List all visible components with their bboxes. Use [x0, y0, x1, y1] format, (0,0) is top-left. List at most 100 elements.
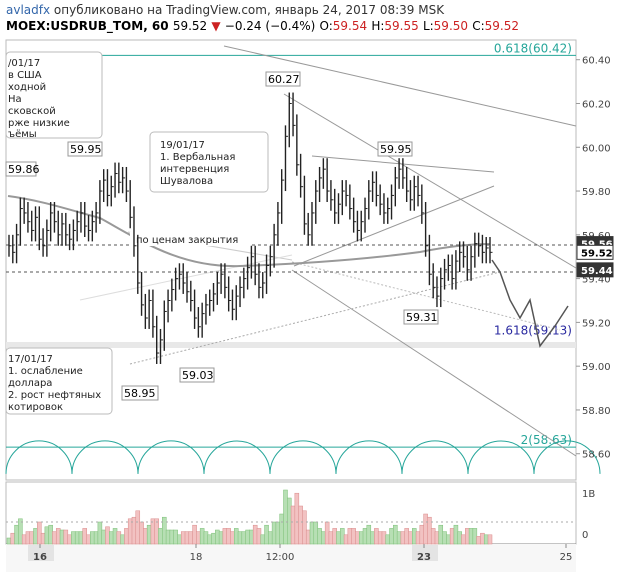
x-tick-label-3: 23 — [417, 552, 431, 563]
volume-bar-38 — [150, 518, 156, 545]
time-axis[interactable]: 16 18 12:00 23 25 — [33, 544, 572, 563]
last-price: 59.52 — [172, 19, 208, 33]
main-pane-frame — [5, 39, 577, 481]
volume-bar-52 — [203, 531, 209, 545]
volume-bar-115 — [442, 531, 447, 545]
volume-bar-26 — [105, 526, 110, 545]
volume-bar-78 — [302, 510, 307, 545]
volume-bar-29 — [116, 531, 122, 545]
volume-bar-59 — [230, 531, 235, 545]
y-tick-label-2: 60.00 — [582, 143, 611, 154]
low-label: L: — [422, 19, 434, 33]
volume-bar-74 — [287, 497, 292, 545]
volume-bar-36 — [143, 528, 148, 545]
volume-bar-31 — [124, 528, 129, 545]
open-label: O: — [319, 19, 333, 33]
volume-bar-23 — [93, 531, 99, 545]
volume-bar-17 — [71, 531, 76, 545]
volume-bar-68 — [264, 524, 269, 545]
published-text: опубликовано на TradingView.com, январь … — [53, 3, 445, 17]
cycle-arc-7 — [467, 440, 535, 474]
time-axis-bg — [6, 544, 576, 572]
volume-bar-11 — [48, 524, 53, 545]
volume-bar-54 — [211, 532, 216, 545]
volume-bars — [6, 489, 493, 545]
x-highlight-16 — [28, 545, 54, 561]
note-usa-line-7: ъёмы — [8, 129, 37, 140]
volume-bar-113 — [434, 531, 440, 545]
volume-bar-95 — [366, 524, 372, 545]
high-value: 59.55 — [384, 19, 419, 33]
cycle-arc-4 — [269, 440, 337, 474]
price-point-labels: 59.86 59.95 60.27 59.95 59.03 58.95 59.3… — [5, 71, 439, 401]
symbol-info: MOEX:USDRUB_TOM, 60 59.52 ▼ −0.24 (−0.4%… — [6, 19, 519, 33]
volume-bar-79 — [305, 529, 311, 545]
volume-bar-7 — [33, 528, 38, 545]
forecast-path — [491, 259, 569, 348]
note-dollar-line-3: доллара — [8, 378, 52, 389]
point-label-4: 59.95 — [380, 143, 412, 156]
volume-bar-63 — [245, 529, 250, 545]
note-usa[interactable]: /01/17 в США ходной На сковской рже низк… — [5, 51, 103, 140]
volume-bar-114 — [438, 524, 444, 545]
volume-bar-109 — [419, 524, 425, 545]
publish-info: avladfx опубликовано на TradingView.com,… — [6, 3, 444, 17]
volume-bar-77 — [298, 505, 303, 545]
note-dollar-line-4: 2. рост нефтяных — [8, 390, 101, 401]
volume-bar-103 — [396, 531, 402, 545]
volume-bar-111 — [427, 516, 432, 545]
author-name[interactable]: avladfx — [6, 3, 51, 17]
volume-bar-99 — [381, 531, 387, 545]
volume-bar-125 — [480, 532, 485, 545]
volume-bar-90 — [347, 528, 353, 545]
volume-bar-40 — [158, 528, 163, 545]
cycle-arc-1 — [71, 440, 139, 474]
point-label-7: 59.31 — [406, 311, 438, 324]
volume-bar-76 — [294, 492, 300, 545]
open-value: 59.54 — [332, 19, 368, 33]
y-tick-label-6: 59.20 — [582, 318, 611, 329]
support-band — [6, 342, 576, 348]
volume-bar-30 — [120, 534, 125, 545]
volume-bar-118 — [453, 524, 459, 545]
label-box-7 — [403, 309, 439, 325]
volume-bar-116 — [446, 534, 451, 545]
note-usa-line-4: На — [8, 94, 22, 105]
label-box-6 — [121, 385, 159, 401]
volume-bar-56 — [218, 531, 224, 545]
price-change: −0.24 (−0.4%) — [224, 19, 316, 33]
volume-bar-122 — [468, 528, 474, 545]
volume-bar-65 — [252, 524, 258, 545]
volume-bar-8 — [37, 521, 42, 545]
volume-bar-19 — [78, 531, 84, 545]
volume-bar-93 — [358, 531, 364, 545]
volume-bar-98 — [377, 531, 383, 545]
volume-bar-61 — [237, 531, 243, 545]
level-label-0: 0.618(60.42) — [494, 41, 572, 55]
volume-bar-28 — [112, 528, 118, 545]
volume-bar-50 — [196, 531, 201, 545]
volume-bar-106 — [408, 531, 413, 545]
volume-bar-97 — [374, 528, 379, 545]
volume-bar-33 — [131, 516, 137, 545]
y-tick-label-7: 59.00 — [582, 362, 611, 373]
volume-bar-1 — [10, 532, 16, 545]
closing-label-bg — [130, 232, 250, 246]
channel-line-lower — [291, 269, 577, 457]
y-tick-label-3: 59.80 — [582, 187, 611, 198]
volume-bar-94 — [362, 528, 368, 545]
volume-bar-88 — [340, 528, 345, 545]
volume-bar-69 — [268, 531, 273, 545]
note-dollar[interactable]: 17/01/17 1. ослабление доллара 2. рост н… — [5, 347, 113, 415]
volume-bar-0 — [6, 537, 12, 545]
price-bars — [8, 92, 493, 364]
volume-bar-44 — [173, 529, 178, 545]
volume-bar-41 — [162, 516, 167, 545]
volume-bar-39 — [154, 518, 159, 545]
volume-bar-100 — [385, 534, 390, 545]
note-shuvalov[interactable]: 19/01/17 1. Вербальная интервенция Шувал… — [149, 131, 269, 193]
channel-line-upper — [283, 93, 577, 269]
note-usa-line-3: ходной — [8, 82, 46, 93]
